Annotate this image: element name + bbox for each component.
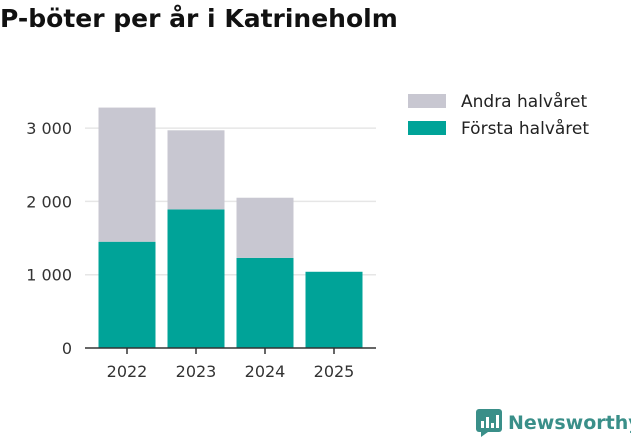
legend-label: Andra halvåret	[461, 91, 587, 112]
bar-2022-andra	[98, 107, 156, 242]
legend-swatch	[408, 94, 446, 108]
newsworthy-logo: Newsworthy	[476, 409, 631, 437]
bar-2025-forsta	[305, 271, 363, 348]
newsworthy-label: Newsworthy	[508, 412, 631, 434]
bars	[98, 107, 363, 348]
y-tick-labels: 0 1 000 2 000 3 000	[26, 119, 72, 358]
x-tick-label: 2022	[107, 362, 148, 381]
bar-2023-forsta	[167, 209, 225, 348]
x-tick-label: 2025	[314, 362, 355, 381]
bar-2022-forsta	[98, 241, 156, 348]
x-tick-label: 2024	[245, 362, 286, 381]
x-tick-label: 2023	[176, 362, 217, 381]
bar-2024-forsta	[236, 257, 294, 348]
y-tick-label: 0	[62, 339, 72, 358]
y-tick-label: 3 000	[26, 119, 72, 138]
legend-swatch	[408, 121, 446, 135]
legend: Andra halvåret Första halvåret	[408, 91, 589, 139]
x-tick-labels: 2022 2023 2024 2025	[107, 362, 355, 381]
chart-title: P-böter per år i Katrineholm	[0, 4, 398, 33]
y-tick-label: 2 000	[26, 192, 72, 211]
legend-label: Första halvåret	[461, 118, 589, 139]
bar-2023-andra	[167, 130, 225, 210]
y-tick-label: 1 000	[26, 266, 72, 285]
bar-2024-andra	[236, 197, 294, 258]
axes	[85, 347, 376, 354]
newsworthy-icon	[476, 409, 502, 437]
